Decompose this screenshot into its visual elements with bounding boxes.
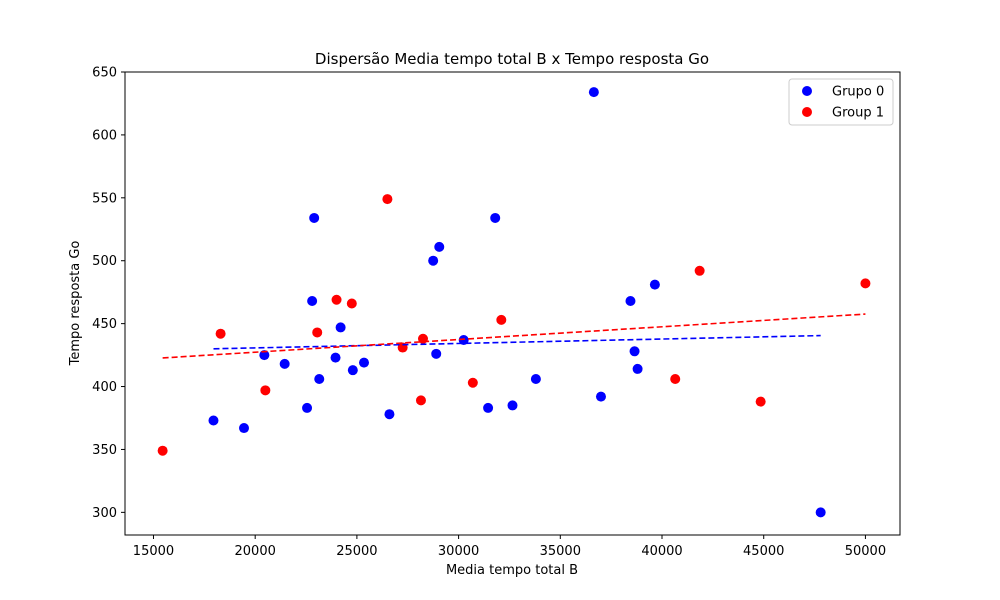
series-1-point-10 <box>467 377 478 388</box>
series-0-point-14 <box>431 348 442 359</box>
series-0-point-7 <box>314 373 325 384</box>
plot-area <box>157 87 871 518</box>
series-0-point-26 <box>649 279 660 290</box>
y-tick-label-5: 550 <box>92 191 117 206</box>
series-0-point-21 <box>588 87 599 98</box>
series-1-point-8 <box>415 395 426 406</box>
y-tick-label-4: 500 <box>92 254 117 269</box>
series-0-point-11 <box>359 357 370 368</box>
series-1-point-0 <box>157 445 168 456</box>
series-0-point-0 <box>208 415 219 426</box>
series-0-point-13 <box>428 255 439 266</box>
x-tick-label-7: 50000 <box>845 544 886 559</box>
x-tick-label-4: 35000 <box>540 544 581 559</box>
series-1-point-1 <box>215 328 226 339</box>
series-0-point-8 <box>330 352 341 363</box>
y-axis-title: Tempo resposta Go <box>68 241 83 367</box>
series-0-point-15 <box>434 241 445 252</box>
series-0-point-17 <box>483 402 494 413</box>
x-tick-label-3: 30000 <box>438 544 479 559</box>
series-0-point-23 <box>625 295 636 306</box>
series-0-point-16 <box>458 334 469 345</box>
y-tick-label-7: 650 <box>92 66 117 81</box>
series-0-point-19 <box>507 400 518 411</box>
y-tick-label-1: 350 <box>92 443 117 458</box>
plot-frame <box>124 71 901 536</box>
legend: Grupo 0 Group 1 <box>788 78 894 126</box>
series-0-point-25 <box>632 363 643 374</box>
chart-title: Dispersão Media tempo total B x Tempo re… <box>315 50 709 68</box>
y-tick-label-6: 600 <box>92 128 117 143</box>
series-1-trendline <box>162 313 866 359</box>
series-1-point-14 <box>755 396 766 407</box>
x-tick-label-1: 20000 <box>235 544 276 559</box>
series-1-point-13 <box>694 265 705 276</box>
x-tick-label-6: 45000 <box>743 544 784 559</box>
legend-label-1: Group 1 <box>832 106 884 121</box>
series-1-point-6 <box>382 194 393 205</box>
series-1-point-12 <box>670 373 681 384</box>
series-1-point-11 <box>496 314 507 325</box>
series-0-point-5 <box>307 295 318 306</box>
series-0-point-3 <box>279 358 290 369</box>
x-tick-label-0: 15000 <box>133 544 174 559</box>
x-tick-label-2: 25000 <box>336 544 377 559</box>
series-1-point-4 <box>331 294 342 305</box>
legend-box <box>788 78 894 126</box>
series-0-point-20 <box>530 373 541 384</box>
series-1-point-2 <box>260 385 271 396</box>
series-0-point-2 <box>259 350 270 361</box>
series-0-point-10 <box>347 365 358 376</box>
series-0-point-9 <box>335 322 346 333</box>
legend-label-0: Grupo 0 <box>832 85 884 100</box>
series-0-point-1 <box>238 423 249 434</box>
series-0-point-27 <box>815 507 826 518</box>
series-1-point-5 <box>346 298 357 309</box>
series-0-point-4 <box>302 402 313 413</box>
series-1-point-3 <box>312 327 323 338</box>
series-0-point-6 <box>309 212 320 223</box>
axes: 15000 20000 25000 30000 35000 40000 45000 50000… <box>92 66 886 560</box>
legend-marker-1 <box>802 107 812 117</box>
series-0-point-24 <box>629 346 640 357</box>
y-tick-label-2: 400 <box>92 380 117 395</box>
x-tick-label-5: 40000 <box>641 544 682 559</box>
series-0-trendline <box>213 334 821 350</box>
y-tick-label-3: 450 <box>92 317 117 332</box>
series-0-point-22 <box>595 391 606 402</box>
legend-marker-0 <box>802 86 812 96</box>
series-0-point-12 <box>384 409 395 420</box>
x-axis-title: Media tempo total B <box>446 563 578 578</box>
y-tick-label-0: 300 <box>92 506 117 521</box>
series-0-point-18 <box>490 212 501 223</box>
series-1-point-15 <box>860 278 871 289</box>
